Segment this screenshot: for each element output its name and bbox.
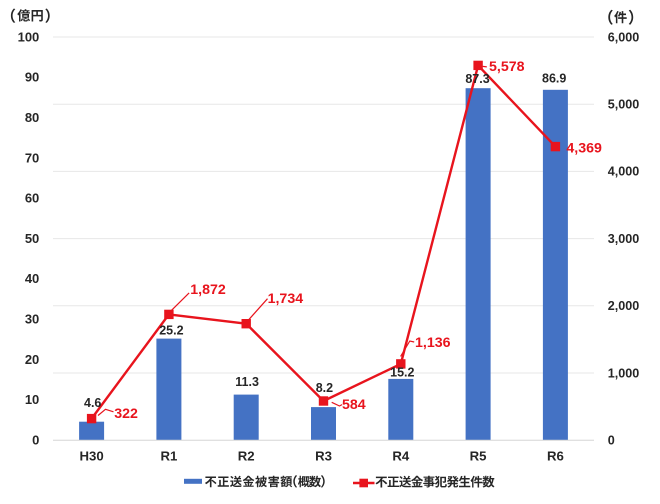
svg-text:25.2: 25.2 [159,324,183,338]
svg-text:R1: R1 [160,449,177,464]
svg-text:6,000: 6,000 [608,30,640,44]
svg-text:R6: R6 [547,449,564,464]
svg-text:10: 10 [25,392,39,407]
svg-text:0: 0 [608,434,615,448]
svg-text:3,000: 3,000 [608,232,640,246]
svg-text:4,000: 4,000 [608,165,640,179]
svg-text:50: 50 [25,231,39,246]
svg-text:40: 40 [25,271,39,286]
svg-text:4.6: 4.6 [84,396,101,410]
svg-text:322: 322 [114,406,138,422]
svg-text:1,000: 1,000 [608,366,640,380]
svg-text:70: 70 [25,150,39,165]
svg-text:86.9: 86.9 [542,71,566,85]
svg-text:4,369: 4,369 [566,141,602,157]
svg-text:100: 100 [18,29,40,44]
svg-text:5,578: 5,578 [489,59,525,75]
svg-text:R4: R4 [392,449,410,464]
svg-text:15.2: 15.2 [390,366,414,380]
svg-text:H30: H30 [79,449,103,464]
svg-text:60: 60 [25,191,39,206]
svg-text:584: 584 [342,397,366,413]
svg-text:90: 90 [25,70,39,85]
svg-text:11.3: 11.3 [235,375,259,389]
svg-text:30: 30 [25,312,39,327]
svg-text:R5: R5 [470,449,487,464]
svg-text:5,000: 5,000 [608,98,640,112]
svg-text:1,872: 1,872 [190,282,226,298]
svg-text:1,136: 1,136 [415,335,451,351]
svg-text:1,734: 1,734 [268,291,304,307]
svg-text:0: 0 [32,433,39,448]
svg-text:87.3: 87.3 [465,72,489,86]
svg-text:80: 80 [25,110,39,125]
svg-text:8.2: 8.2 [316,381,333,395]
svg-text:2,000: 2,000 [608,299,640,313]
svg-text:R2: R2 [238,449,255,464]
svg-text:R3: R3 [315,449,332,464]
svg-text:20: 20 [25,352,39,367]
